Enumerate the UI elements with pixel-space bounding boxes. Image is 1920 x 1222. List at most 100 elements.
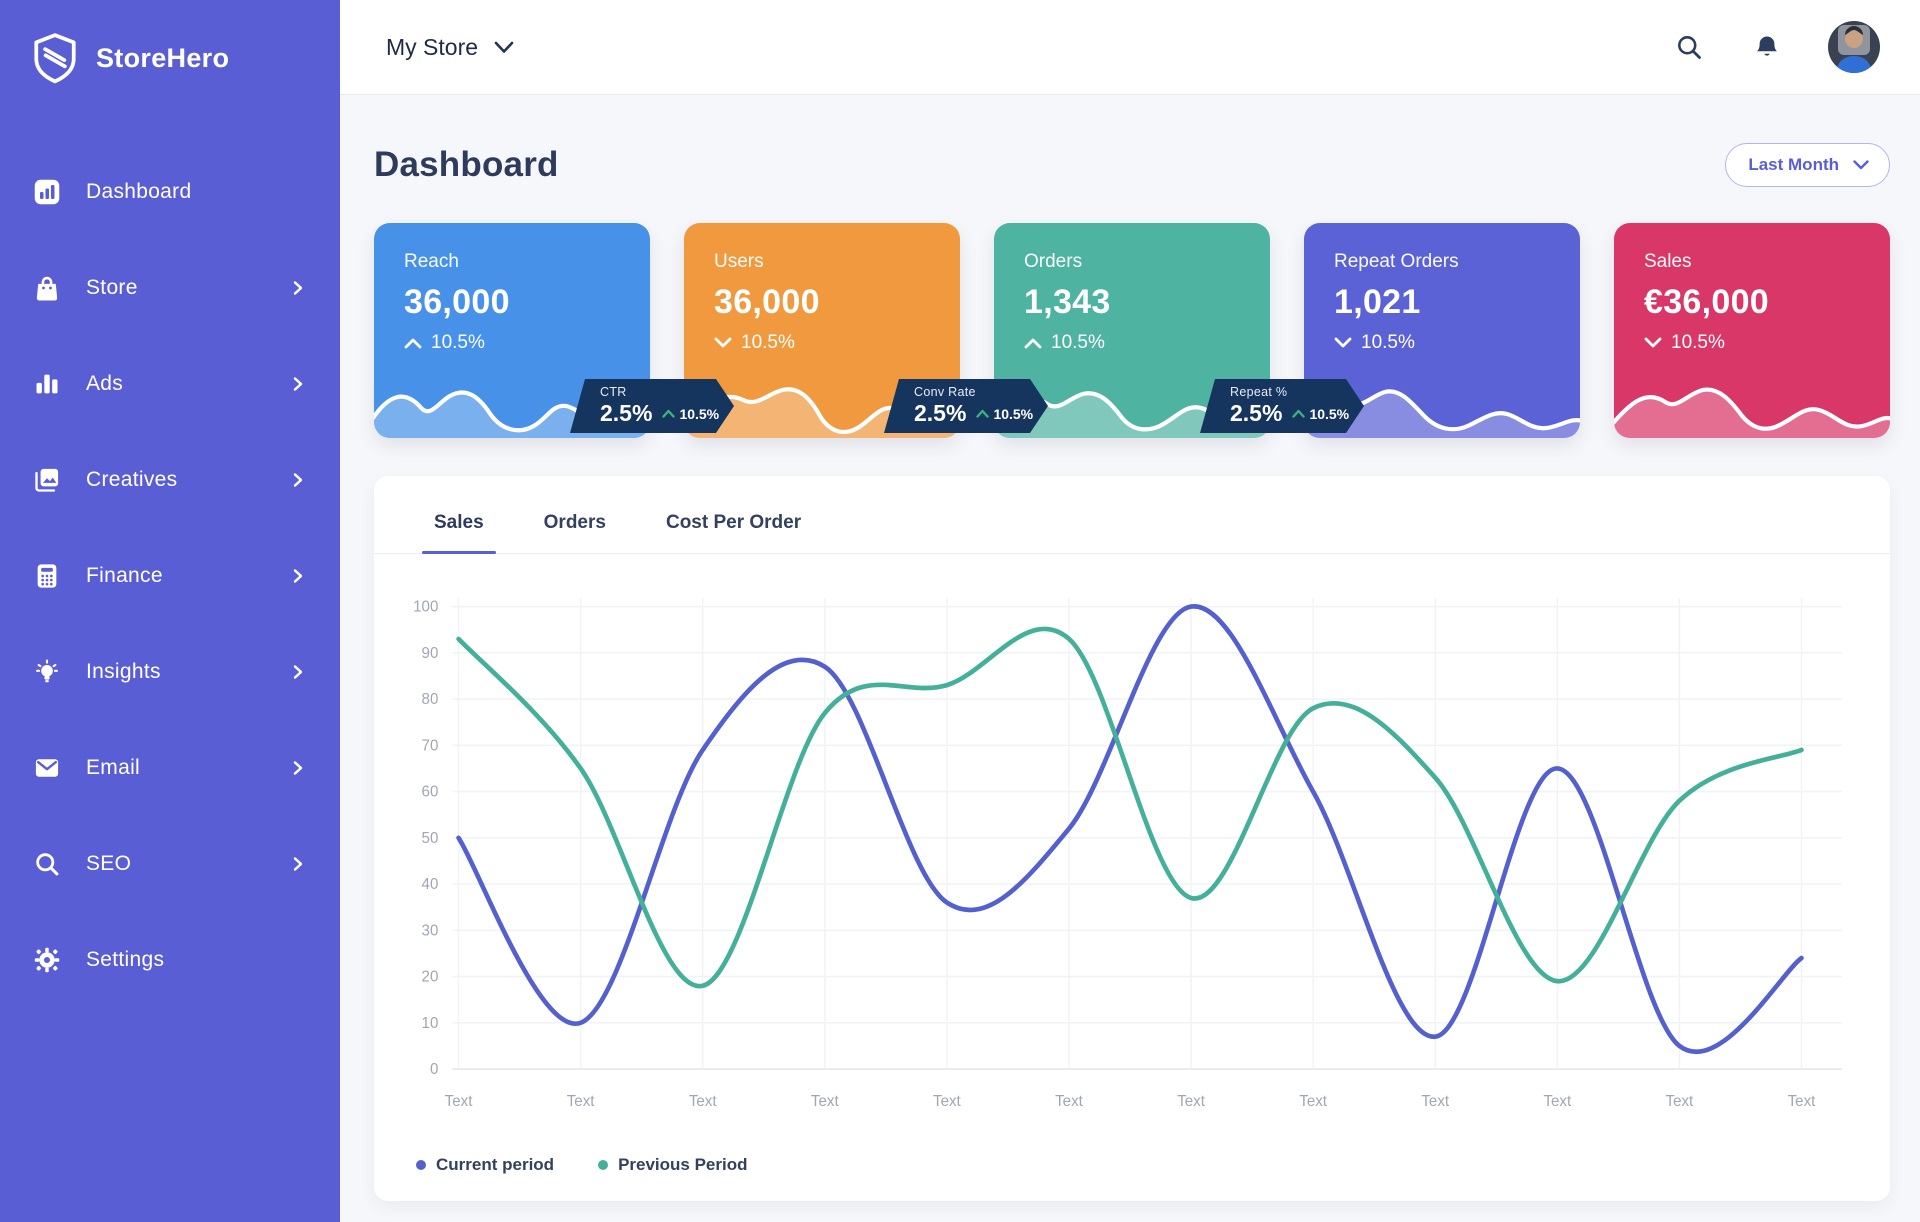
svg-text:Text: Text: [1055, 1093, 1083, 1110]
stat-label: Orders: [1024, 251, 1083, 272]
metric-badge-trend: 10.5%: [1292, 406, 1349, 422]
insights-icon: [32, 657, 62, 687]
svg-text:100: 100: [413, 599, 438, 616]
stat-label: Users: [714, 251, 764, 272]
svg-text:0: 0: [430, 1061, 438, 1078]
tab-orders[interactable]: Orders: [543, 512, 606, 533]
svg-text:Text: Text: [567, 1093, 595, 1110]
sidebar-item-settings[interactable]: Settings: [0, 912, 340, 1008]
dashboard-page: Dashboard Last Month Reach 36,000 10.5%: [340, 95, 1920, 1222]
topbar: My Store: [340, 0, 1920, 95]
svg-text:80: 80: [422, 691, 439, 708]
sidebar-item-email[interactable]: Email: [0, 720, 340, 816]
search-icon[interactable]: [1672, 30, 1706, 64]
trend-down-icon: [1644, 337, 1662, 349]
card-wave-decoration: [1614, 387, 1890, 438]
chevron-right-icon: [293, 665, 303, 679]
storehero-shield-icon: [34, 33, 76, 84]
sidebar-item-seo[interactable]: SEO: [0, 816, 340, 912]
notifications-bell-icon[interactable]: [1750, 30, 1784, 64]
metric-badge-trend-value: 10.5%: [993, 405, 1034, 422]
stat-trend: 10.5%: [404, 332, 620, 354]
sidebar-item-label: Ads: [86, 372, 124, 395]
metric-badge-trend-value: 10.5%: [679, 405, 720, 422]
seo-icon: [32, 849, 62, 879]
sidebar-item-dashboard[interactable]: Dashboard: [0, 144, 340, 240]
finance-icon: [32, 561, 62, 591]
stat-card-sales[interactable]: Sales €36,000 10.5%: [1614, 223, 1890, 438]
chevron-right-icon: [293, 281, 303, 295]
svg-text:40: 40: [422, 876, 439, 893]
stat-value: 36,000: [714, 283, 820, 321]
chevron-right-icon: [293, 473, 303, 487]
metric-badge-trend: 10.5%: [662, 406, 719, 422]
metric-badge-label: CTR: [600, 385, 627, 399]
sidebar-nav: Dashboard Store Ads Creatives: [0, 144, 340, 1008]
stat-trend-value: 10.5%: [1361, 332, 1415, 353]
stat-trend-value: 10.5%: [741, 332, 795, 353]
metric-badge-label: Repeat %: [1230, 385, 1288, 399]
stat-label: Reach: [404, 251, 459, 272]
stat-trend-value: 10.5%: [431, 332, 485, 353]
chevron-right-icon: [293, 377, 303, 391]
metric-badge-label: Conv Rate: [914, 385, 976, 399]
stat-trend: 10.5%: [1644, 332, 1860, 354]
tab-cost-per-order[interactable]: Cost Per Order: [665, 512, 802, 533]
sidebar-item-creatives[interactable]: Creatives: [0, 432, 340, 528]
trend-up-icon: [1292, 409, 1305, 418]
user-avatar[interactable]: [1828, 21, 1880, 73]
period-selector-button[interactable]: Last Month: [1725, 143, 1890, 187]
legend-label: Current period: [436, 1155, 555, 1174]
stat-value: 36,000: [404, 283, 510, 321]
stat-value: 1,343: [1024, 283, 1111, 321]
metric-badge-trend: 10.5%: [976, 406, 1033, 422]
chevron-right-icon: [293, 569, 303, 583]
stat-trend-value: 10.5%: [1051, 332, 1105, 353]
legend-dot-previous: [598, 1160, 609, 1170]
chevron-down-icon: [494, 41, 514, 53]
period-selector-label: Last Month: [1748, 155, 1839, 174]
sidebar-item-insights[interactable]: Insights: [0, 624, 340, 720]
legend-item-current-period[interactable]: Current period: [416, 1155, 554, 1175]
tab-sales[interactable]: Sales: [422, 506, 496, 554]
svg-text:70: 70: [422, 737, 439, 754]
logo[interactable]: StoreHero: [0, 24, 340, 84]
svg-text:Text: Text: [1177, 1093, 1205, 1110]
svg-text:Text: Text: [1421, 1093, 1449, 1110]
sidebar-item-label: Settings: [86, 948, 165, 971]
chart-panel: Sales Orders Cost Per Order 0 10 20 30 40 50 6…: [374, 476, 1890, 1201]
chevron-right-icon: [293, 857, 303, 871]
svg-text:60: 60: [422, 784, 439, 801]
metric-badge-ctr: CTR 2.5% 10.5%: [570, 379, 734, 433]
sidebar-item-store[interactable]: Store: [0, 240, 340, 336]
svg-text:Text: Text: [1543, 1093, 1571, 1110]
svg-text:50: 50: [422, 830, 439, 847]
metric-badge-repeat-pct: Repeat % 2.5% 10.5%: [1200, 379, 1364, 433]
line-chart-svg: 0 10 20 30 40 50 60 70 80 90 100 Text Text Text Text Te…: [413, 598, 1842, 1110]
metric-badge-value: 2.5%: [1230, 400, 1283, 426]
trend-up-icon: [662, 409, 675, 418]
svg-text:30: 30: [422, 922, 439, 939]
settings-icon: [32, 945, 62, 975]
svg-text:Text: Text: [811, 1093, 839, 1110]
sidebar-item-ads[interactable]: Ads: [0, 336, 340, 432]
trend-up-icon: [1024, 337, 1042, 349]
sidebar: StoreHero Dashboard Store Ads: [0, 0, 340, 1222]
sidebar-item-finance[interactable]: Finance: [0, 528, 340, 624]
topbar-actions: [1672, 21, 1880, 73]
page-head: Dashboard Last Month: [374, 143, 1890, 187]
svg-text:Text: Text: [1299, 1093, 1327, 1110]
sidebar-item-label: SEO: [86, 852, 132, 875]
store-icon: [32, 273, 62, 303]
svg-text:Text: Text: [1666, 1093, 1694, 1110]
dashboard-icon: [32, 177, 62, 207]
svg-text:Text: Text: [1788, 1093, 1816, 1110]
store-selector[interactable]: My Store: [386, 34, 514, 61]
stat-trend: 10.5%: [1024, 332, 1240, 354]
stat-value: €36,000: [1644, 283, 1770, 321]
svg-text:Text: Text: [445, 1093, 473, 1110]
page-title: Dashboard: [374, 145, 559, 184]
legend-item-previous-period[interactable]: Previous Period: [598, 1155, 748, 1175]
metric-badge-trend-value: 10.5%: [1309, 405, 1350, 422]
ads-icon: [32, 369, 62, 399]
